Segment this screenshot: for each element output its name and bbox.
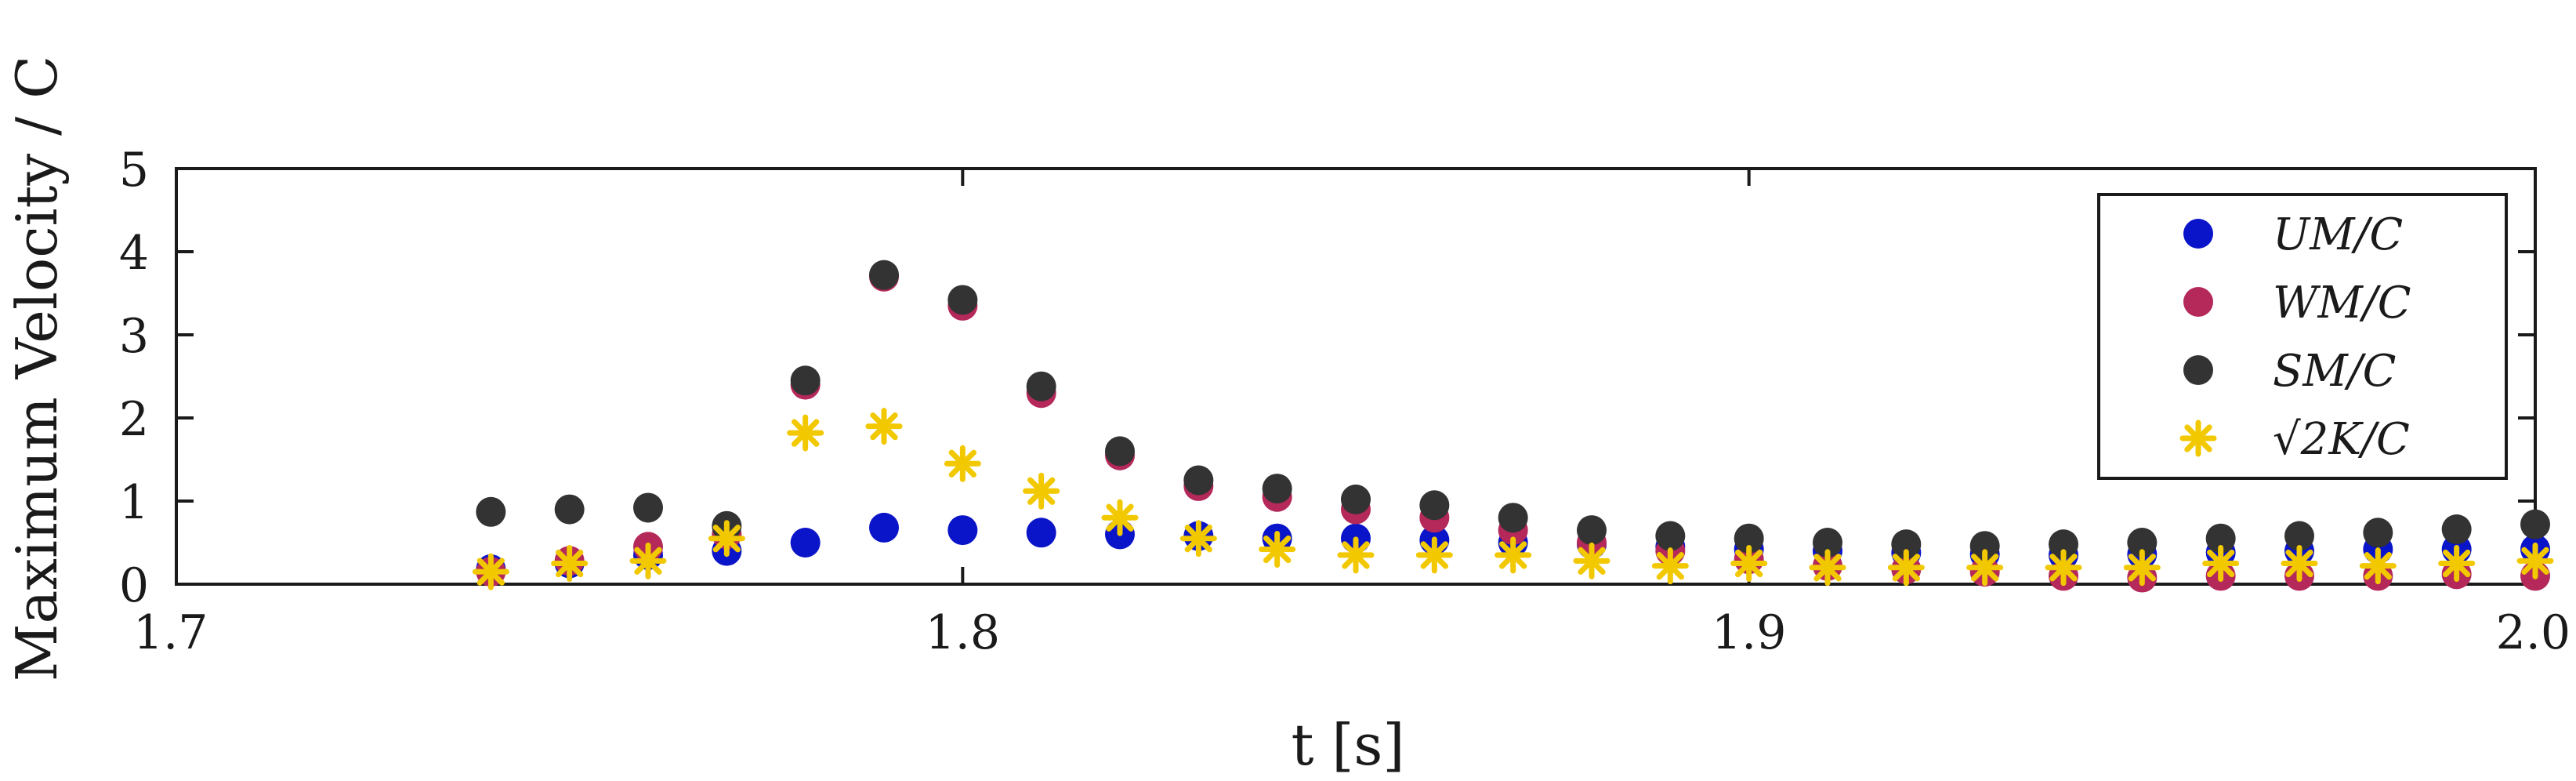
s-m-c-point xyxy=(1341,484,1371,514)
y-axis-label: Maximum Velocity / C xyxy=(4,56,70,682)
sqrt-2k-c-point xyxy=(2516,542,2554,579)
sqrt-2k-c-point xyxy=(1023,472,1060,510)
sqrt-2k-c-point xyxy=(2202,545,2240,582)
sqrt-2k-c-point xyxy=(787,414,824,452)
s-m-c-point xyxy=(1734,523,1764,554)
s-m-c-point xyxy=(1105,436,1135,467)
sqrt-2k-c-point xyxy=(551,545,589,582)
sqrt-2k-c-point xyxy=(1573,542,1610,579)
s-m-c-point xyxy=(633,492,663,523)
sqrt-2k-c-point xyxy=(1495,536,1532,574)
sqrt-2k-c-point xyxy=(629,542,667,579)
sqrt-2k-c-point xyxy=(708,520,745,558)
s-m-c-point xyxy=(1813,528,1842,558)
sqrt-2k-c-point xyxy=(1259,530,1296,568)
legend-marker xyxy=(2183,287,2213,317)
s-m-c-point xyxy=(554,494,585,525)
u-m-c-point xyxy=(947,515,978,546)
s-m-c-point xyxy=(1026,371,1056,401)
legend-label: WM/C xyxy=(2273,278,2411,329)
s-m-c-point xyxy=(947,285,978,315)
x-tick-label: 1.8 xyxy=(926,605,1000,660)
s-m-c-point xyxy=(2284,521,2314,551)
y-tick-label: 2 xyxy=(119,392,149,447)
x-tick-label: 1.9 xyxy=(1712,605,1786,660)
s-m-c-point xyxy=(2441,514,2472,545)
sqrt-2k-c-point xyxy=(2123,549,2161,587)
sqrt-2k-c-point xyxy=(2045,549,2082,587)
s-m-c-point xyxy=(476,496,506,527)
sqrt-2k-c-point xyxy=(1337,536,1375,574)
s-m-c-point xyxy=(1891,529,1922,560)
legend-marker xyxy=(2183,355,2213,385)
plot-frame xyxy=(175,167,2537,586)
legend-label: SM/C xyxy=(2273,346,2396,397)
sqrt-2k-c-point xyxy=(1101,499,1139,536)
sqrt-2k-c-point xyxy=(1179,520,1217,558)
s-m-c-point xyxy=(2363,518,2393,548)
s-m-c-point xyxy=(1655,521,1686,551)
s-m-c-point xyxy=(1183,465,1214,496)
u-m-c-point xyxy=(1026,518,1056,548)
sqrt-2k-c-point xyxy=(2281,545,2318,582)
y-tick-label: 3 xyxy=(119,309,149,364)
sqrt-2k-c-point xyxy=(865,408,903,445)
s-m-c-point xyxy=(869,260,899,290)
s-m-c-point xyxy=(2205,523,2236,554)
sqrt-2k-c-point xyxy=(1887,549,1925,587)
sqrt-2k-c-point xyxy=(1651,547,1689,585)
y-tick-label: 5 xyxy=(119,143,149,198)
sqrt-2k-c-point xyxy=(2359,547,2397,585)
x-tick-label: 1.7 xyxy=(133,605,208,660)
y-tick-label: 1 xyxy=(119,475,149,530)
legend-label: UM/C xyxy=(2273,209,2403,260)
sqrt-2k-c-point xyxy=(472,553,509,590)
legend-label: √2K/C xyxy=(2273,414,2410,465)
legend-box xyxy=(2097,193,2508,480)
x-tick-label: 2.0 xyxy=(2496,605,2571,660)
y-tick-label: 4 xyxy=(119,226,149,281)
s-m-c-point xyxy=(1262,474,1292,504)
x-axis-label: t [s] xyxy=(1292,712,1405,778)
s-m-c-point xyxy=(1969,531,2000,561)
s-m-c-point xyxy=(1419,490,1450,521)
sqrt-2k-c-point xyxy=(2438,545,2476,582)
s-m-c-point xyxy=(1577,515,1607,546)
y-tick-label: 0 xyxy=(119,558,149,613)
u-m-c-point xyxy=(790,528,821,558)
legend-marker xyxy=(2179,420,2217,457)
s-m-c-point xyxy=(2049,529,2078,560)
s-m-c-point xyxy=(1498,503,1528,533)
sqrt-2k-c-point xyxy=(1966,549,2004,587)
sqrt-2k-c-point xyxy=(1730,545,1768,582)
sqrt-2k-c-point xyxy=(1415,536,1453,574)
sqrt-2k-c-point xyxy=(1809,549,1846,587)
u-m-c-point xyxy=(869,512,899,543)
s-m-c-point xyxy=(2127,528,2158,558)
legend-marker xyxy=(2183,219,2213,249)
sqrt-2k-c-point xyxy=(944,445,981,482)
s-m-c-point xyxy=(2520,509,2550,539)
s-m-c-point xyxy=(790,365,821,396)
